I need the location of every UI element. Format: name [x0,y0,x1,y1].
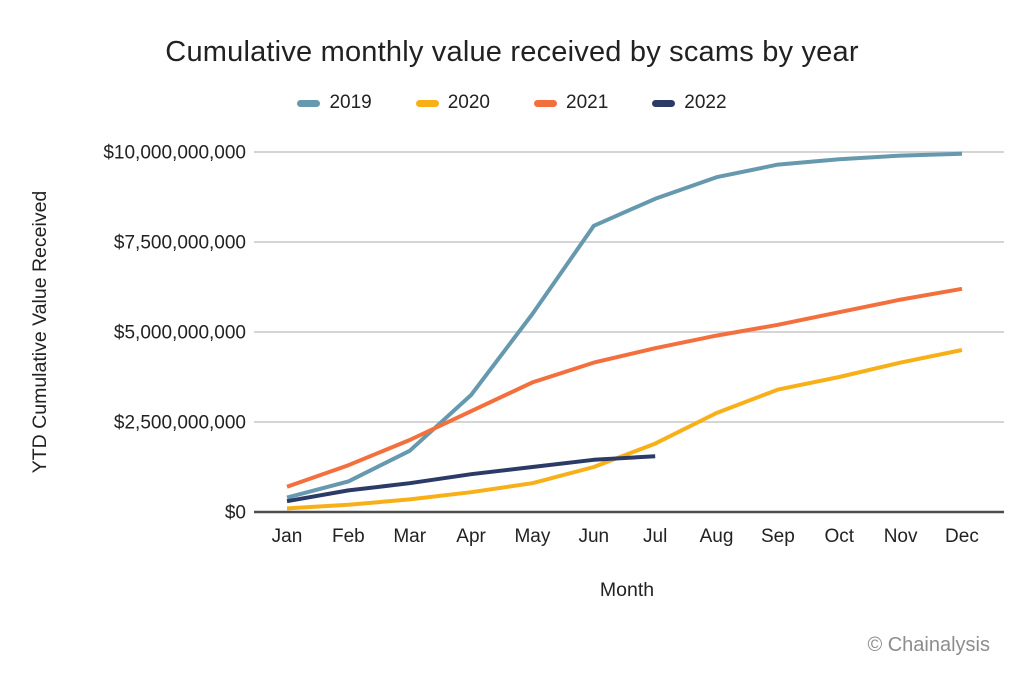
legend-swatch-2019 [297,99,321,107]
legend-item-2020: 2020 [415,92,490,114]
legend-item-2022: 2022 [652,92,727,114]
chart-title: Cumulative monthly value received by sca… [165,36,859,68]
x-tick-label: Feb [332,526,365,547]
series-line-2019 [286,151,963,500]
series-line-2021 [286,286,963,489]
legend-label: 2022 [684,92,727,113]
y-axis-title: YTD Cumulative Value Received [29,191,51,474]
legend-swatch-2020 [415,99,439,107]
x-tick-label: Jul [643,526,667,547]
x-tick-label: May [514,526,550,547]
x-axis-title: Month [600,579,654,601]
legend-label: 2019 [329,92,372,113]
legend-item-2021: 2021 [534,92,608,114]
legend-label: 2021 [566,92,609,113]
chainalysis-watermark: © Chainalysis [867,634,990,656]
x-tick-label: Nov [884,526,918,547]
x-tick-label: Dec [945,526,979,547]
x-tick-label: Sep [761,526,795,547]
y-tick-label: $0 [225,503,246,524]
legend-swatch-2022 [652,99,676,107]
x-tick-label: Mar [393,526,426,547]
x-tick-label: Oct [824,526,854,547]
y-tick-label: $7,500,000,000 [114,233,246,254]
series-line-2022 [286,454,656,504]
legend-item-2019: 2019 [297,92,372,114]
x-tick-label: Jan [272,526,303,547]
series-line-2020 [286,348,963,511]
y-tick-label: $10,000,000,000 [103,143,246,164]
x-tick-label: Jun [578,526,609,547]
legend-label: 2020 [447,92,490,113]
legend-swatch-2021 [534,99,557,107]
y-tick-label: $2,500,000,000 [114,413,246,434]
y-tick-label: $5,000,000,000 [114,323,246,344]
x-tick-label: Apr [456,526,486,547]
legend: 2019 2020 2021 2022 [0,92,1024,114]
x-tick-label: Aug [700,526,734,547]
